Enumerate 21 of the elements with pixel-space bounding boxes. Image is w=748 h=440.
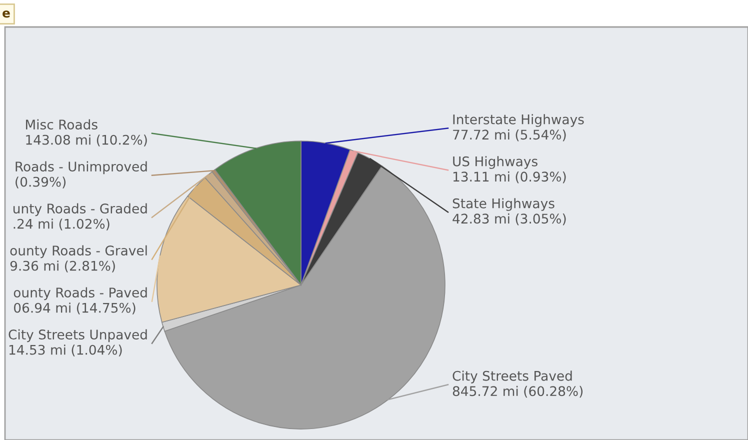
data-label: 13.11 mi (0.93%) — [453, 171, 566, 184]
slice-label: Interstate Highways — [453, 114, 584, 127]
slice-label: State Highways — [452, 198, 554, 211]
data-label: 77.72 mi (5.54%) — [453, 129, 566, 142]
slice-label: City Streets Unpaved — [8, 329, 147, 342]
slice-label: City Streets Paved — [452, 370, 572, 384]
slice-label: Roads - Unimproved — [16, 161, 147, 174]
data-label: (0.39%) — [16, 176, 66, 188]
slice-label: ounty Roads - Gravel — [10, 245, 147, 258]
data-label: 14.53 mi (1.04%) — [9, 344, 122, 356]
data-label: 143.08 mi (10.2%) — [26, 134, 147, 146]
slice-label: US Highways — [453, 156, 538, 169]
data-label: 9.36 mi (2.81%) — [10, 260, 115, 272]
text: e — [2, 10, 10, 18]
slice-label: ounty Roads - Paved — [14, 287, 147, 300]
slice-label: Misc Roads — [26, 119, 98, 130]
data-label: 845.72 mi (60.28%) — [452, 386, 583, 398]
data-label: 06.94 mi (14.75%) — [14, 302, 136, 314]
data-label: 42.83 mi (3.05%) — [452, 213, 566, 226]
slice-label: unty Roads - Graded — [13, 203, 147, 216]
data-label: .24 mi (1.02%) — [14, 218, 110, 230]
